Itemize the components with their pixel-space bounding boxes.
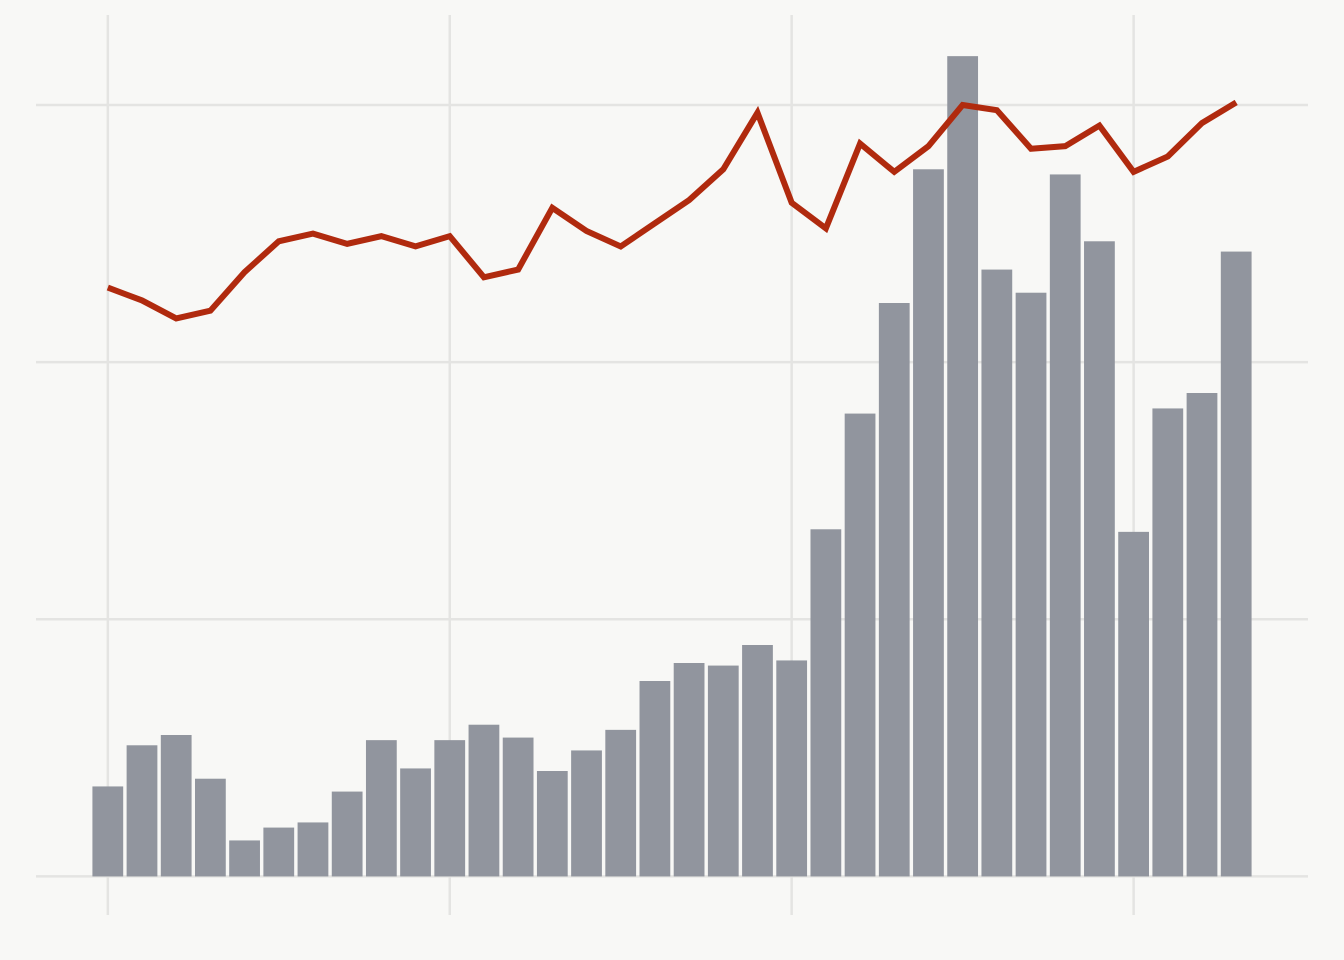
bar bbox=[947, 56, 979, 877]
bar bbox=[468, 724, 500, 877]
bar bbox=[1186, 393, 1218, 877]
bar bbox=[810, 529, 842, 877]
bar bbox=[1152, 408, 1184, 877]
bar bbox=[776, 660, 808, 877]
bar bbox=[1118, 531, 1149, 877]
bar bbox=[229, 840, 260, 877]
bar bbox=[1049, 174, 1081, 877]
bar bbox=[742, 645, 773, 877]
bar bbox=[605, 729, 637, 877]
bar bbox=[331, 791, 363, 877]
bar bbox=[878, 303, 910, 877]
bar bbox=[844, 413, 876, 877]
bar bbox=[160, 735, 192, 877]
bar bbox=[502, 737, 534, 877]
bar bbox=[1015, 292, 1047, 877]
bar bbox=[365, 740, 397, 877]
bar bbox=[297, 822, 329, 877]
line bbox=[106, 99, 1238, 322]
bar bbox=[707, 665, 739, 877]
bar bbox=[434, 740, 466, 877]
bar bbox=[639, 681, 671, 877]
bar bbox=[126, 745, 158, 877]
bar bbox=[263, 827, 295, 877]
bar bbox=[1220, 251, 1252, 877]
bar bbox=[536, 771, 568, 877]
bar bbox=[571, 750, 602, 877]
bar bbox=[92, 786, 124, 877]
bar bbox=[195, 778, 226, 877]
bar bbox=[913, 169, 944, 877]
bar bbox=[400, 768, 431, 877]
bar bbox=[673, 663, 705, 877]
bar bbox=[981, 269, 1013, 877]
bar bbox=[1084, 241, 1115, 877]
